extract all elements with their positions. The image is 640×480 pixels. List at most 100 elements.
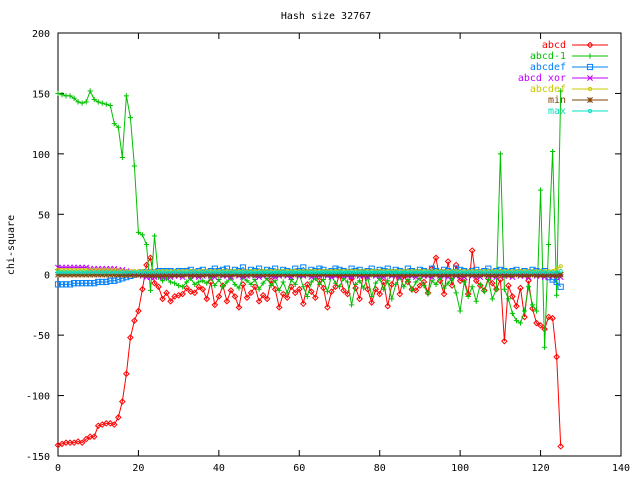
data-point (489, 271, 496, 278)
data-point (393, 281, 399, 287)
data-point (388, 281, 396, 288)
data-point (140, 270, 145, 275)
data-point (115, 414, 122, 421)
data-point (271, 285, 279, 293)
data-point (416, 282, 424, 289)
data-point (369, 270, 374, 275)
data-point (95, 278, 102, 286)
data-point (252, 270, 258, 275)
data-point (272, 271, 279, 278)
data-point (313, 270, 318, 275)
data-point (179, 290, 186, 298)
data-point (324, 304, 331, 311)
data-point (457, 308, 463, 314)
data-point (457, 271, 464, 278)
data-point (135, 307, 142, 315)
data-point (248, 271, 254, 278)
data-point (216, 270, 221, 275)
data-point (533, 308, 540, 314)
data-point (320, 271, 327, 278)
data-point (116, 267, 121, 272)
data-point (195, 283, 203, 291)
data-point (461, 279, 467, 285)
data-point (384, 271, 391, 278)
data-point (546, 270, 551, 275)
data-point (545, 271, 552, 278)
data-point (136, 270, 141, 275)
data-point (55, 267, 61, 272)
data-point (79, 280, 86, 287)
data-point (59, 271, 65, 278)
data-point (485, 271, 492, 278)
data-point (100, 270, 105, 275)
data-point (538, 270, 543, 275)
data-point (252, 271, 259, 278)
data-point (192, 270, 197, 275)
data-point (332, 271, 339, 278)
data-point (244, 278, 250, 284)
data-point (63, 267, 69, 272)
data-point (123, 93, 129, 99)
data-point (78, 439, 86, 447)
x-tick-label: 20 (132, 463, 144, 474)
data-point (236, 270, 242, 275)
data-point (91, 96, 97, 103)
data-point (445, 270, 451, 275)
data-point (517, 320, 524, 326)
data-point (493, 286, 499, 292)
data-point (99, 271, 106, 278)
data-point (255, 297, 263, 305)
data-point (505, 296, 511, 302)
data-point (224, 270, 229, 275)
data-point (131, 317, 138, 324)
y-tick-label: -100 (26, 392, 50, 403)
data-point (506, 270, 511, 275)
data-point (227, 271, 234, 278)
data-point (513, 318, 520, 324)
data-point (316, 271, 323, 278)
data-point (324, 289, 331, 295)
data-point (211, 271, 218, 278)
data-point (550, 270, 555, 275)
data-point (220, 284, 226, 290)
data-point (533, 319, 540, 327)
data-point (120, 270, 125, 275)
data-point (87, 88, 93, 94)
data-point (99, 100, 105, 106)
data-point (71, 270, 77, 275)
data-point (111, 271, 118, 278)
y-tick-label: 0 (44, 271, 50, 282)
data-point (71, 267, 77, 272)
data-point (184, 279, 190, 285)
data-point (66, 281, 74, 288)
data-point (373, 270, 378, 275)
data-point (429, 271, 435, 278)
data-point (300, 300, 307, 308)
data-point (280, 279, 286, 285)
legend-label: abcd-1 (530, 51, 566, 62)
data-point (292, 281, 298, 287)
data-point (429, 278, 435, 284)
data-point (92, 270, 97, 275)
data-point (542, 270, 547, 275)
plot-frame (57, 32, 622, 457)
data-point (243, 294, 251, 301)
legend-label: max (548, 106, 566, 117)
data-point (91, 271, 98, 278)
data-point (353, 270, 358, 275)
x-tick-label: 120 (532, 463, 550, 474)
data-point (340, 271, 347, 278)
data-point (163, 271, 170, 278)
data-point (349, 270, 354, 275)
data-point (248, 281, 254, 287)
data-point (92, 267, 97, 272)
data-point (272, 278, 278, 284)
data-point (232, 281, 238, 287)
data-point (135, 271, 142, 278)
data-point (557, 443, 564, 450)
y-axis-label: chi-square (6, 215, 17, 275)
data-point (132, 270, 137, 275)
legend-label: abcd xor (518, 73, 566, 84)
data-point (392, 271, 399, 278)
